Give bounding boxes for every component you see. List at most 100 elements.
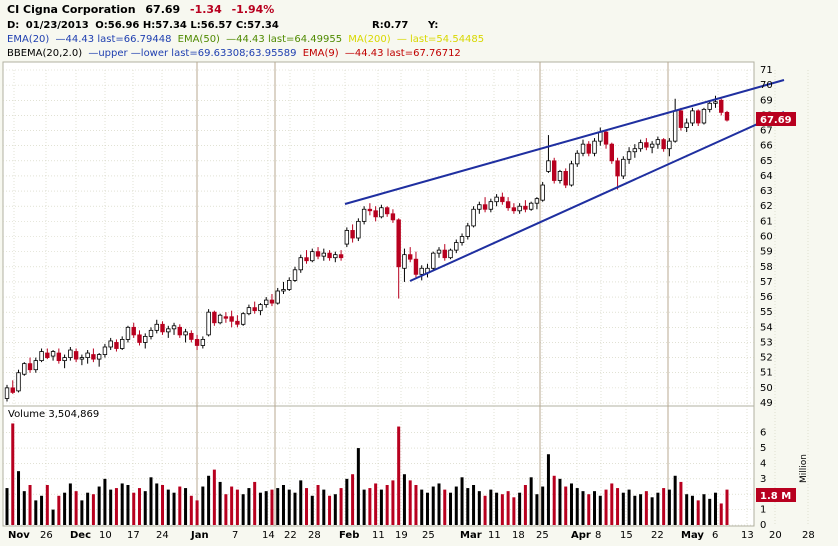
volume-bar bbox=[310, 495, 314, 525]
upper-trendline[interactable] bbox=[344, 79, 785, 205]
price-tick-label: 71 bbox=[760, 65, 773, 76]
date-tick-label: 19 bbox=[395, 530, 408, 541]
ma200-label: MA(200) bbox=[348, 34, 390, 45]
candle-body bbox=[350, 230, 355, 239]
volume-tick-label: 6 bbox=[760, 428, 766, 439]
volume-bar bbox=[460, 477, 464, 525]
volume-bar bbox=[685, 494, 689, 525]
candle-body bbox=[678, 110, 684, 128]
volume-bar bbox=[356, 448, 360, 525]
candle-body bbox=[373, 210, 378, 218]
candle-body bbox=[471, 208, 476, 227]
candle-body bbox=[143, 335, 148, 343]
volume-bar bbox=[679, 481, 683, 525]
ema9-label: EMA(9) bbox=[303, 48, 339, 59]
last-price-box: 67.69 bbox=[756, 112, 796, 126]
date-tick-label: 26 bbox=[40, 530, 53, 541]
volume-bar bbox=[627, 489, 631, 525]
candle-body bbox=[580, 143, 586, 154]
volume-bars-layer bbox=[5, 423, 729, 525]
volume-tick-label: 0 bbox=[760, 520, 766, 531]
volume-bar bbox=[529, 477, 533, 525]
date-tick-label: Feb bbox=[339, 530, 359, 541]
candle-body bbox=[500, 196, 505, 203]
candle-body bbox=[448, 249, 453, 259]
date-tick-label: 11 bbox=[372, 530, 385, 541]
price-tick-label: 66 bbox=[760, 141, 773, 152]
volume-bar bbox=[581, 491, 585, 525]
candle-body bbox=[684, 122, 689, 128]
candle-body bbox=[713, 101, 718, 104]
price-tick-label: 69 bbox=[760, 95, 773, 106]
volume-bar bbox=[437, 483, 441, 525]
candle-body bbox=[50, 351, 56, 357]
candle-body bbox=[528, 202, 534, 210]
r-value: R:0.77 bbox=[372, 20, 408, 31]
candle-body bbox=[246, 307, 252, 315]
volume-tick-label: 3 bbox=[760, 474, 766, 485]
volume-bar bbox=[178, 486, 182, 525]
volume-bar bbox=[604, 489, 608, 525]
price-tick-label: 64 bbox=[760, 171, 773, 182]
volume-bar bbox=[339, 488, 343, 525]
candle-body bbox=[517, 205, 522, 212]
ema50-label: EMA(50) bbox=[178, 34, 220, 45]
volume-bar bbox=[333, 494, 337, 525]
candle-body bbox=[56, 352, 62, 362]
volume-bar bbox=[258, 492, 262, 525]
volume-bar bbox=[454, 486, 458, 525]
candle-body bbox=[575, 152, 580, 165]
volume-bar bbox=[253, 481, 257, 525]
volume-bar bbox=[195, 500, 199, 525]
volume-bar bbox=[241, 494, 245, 525]
volume-bar bbox=[270, 489, 274, 525]
volume-bar bbox=[264, 491, 268, 525]
volume-bar bbox=[281, 485, 285, 525]
candle-body bbox=[592, 140, 597, 154]
lower-trendline[interactable] bbox=[409, 111, 785, 282]
volume-bar bbox=[5, 488, 9, 525]
price-panel[interactable] bbox=[2, 61, 755, 407]
volume-bar bbox=[247, 488, 251, 525]
candle-body bbox=[511, 207, 517, 212]
candle-body bbox=[258, 304, 263, 312]
svg-text:EMA(20) —44.43 last=66: EMA(20) —44.43 last=66.79448 EMA(50) —44… bbox=[7, 34, 484, 45]
candle-body bbox=[557, 171, 563, 181]
volume-bar bbox=[172, 492, 176, 525]
price-tick-label: 62 bbox=[760, 201, 773, 212]
volume-bar bbox=[322, 489, 326, 525]
volume-bar bbox=[212, 469, 216, 525]
candle-body bbox=[212, 311, 217, 324]
date-tick-label: Jan bbox=[190, 530, 209, 541]
volume-bar bbox=[143, 491, 147, 525]
price-change-pct: -1.94% bbox=[232, 3, 275, 16]
volume-bar bbox=[546, 454, 550, 525]
candle-body bbox=[454, 242, 459, 251]
volume-bar bbox=[616, 488, 620, 525]
candle-body bbox=[10, 387, 15, 393]
volume-bar bbox=[575, 488, 579, 525]
volume-bar bbox=[552, 475, 556, 525]
candle-body bbox=[62, 357, 67, 362]
date-tick-label: 25 bbox=[422, 530, 435, 541]
date-tick-label: 18 bbox=[512, 530, 525, 541]
volume-bar bbox=[558, 478, 562, 525]
candle-body bbox=[200, 339, 206, 346]
candle-body bbox=[4, 387, 10, 399]
volume-bar bbox=[51, 509, 55, 525]
volume-bar bbox=[587, 494, 591, 525]
candle-body bbox=[569, 163, 574, 186]
volume-bar bbox=[374, 483, 378, 525]
candle-body bbox=[598, 131, 603, 142]
candle-body bbox=[240, 313, 246, 325]
volume-bar bbox=[328, 495, 332, 525]
candle-body bbox=[298, 257, 303, 271]
candle-body bbox=[696, 110, 701, 124]
price-tick-label: 65 bbox=[760, 156, 773, 167]
date-tick-label: 6 bbox=[712, 530, 718, 541]
price-tick-label: 70 bbox=[760, 80, 773, 91]
y-value: Y: bbox=[427, 20, 438, 31]
candle-body bbox=[661, 139, 666, 150]
candle-body bbox=[701, 108, 707, 124]
